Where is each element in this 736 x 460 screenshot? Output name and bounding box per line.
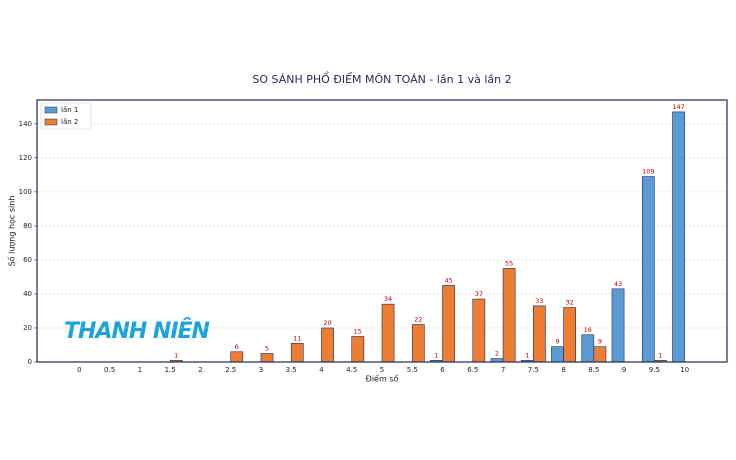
bar xyxy=(581,334,595,363)
value-label: 6 xyxy=(235,343,239,351)
value-label: 1 xyxy=(658,351,662,359)
value-label: 43 xyxy=(614,280,622,288)
y-tick-label: 120 xyxy=(19,154,32,162)
x-tick-label: 3 xyxy=(259,366,263,374)
watermark: THANH NIÊN xyxy=(64,318,210,344)
value-label: 16 xyxy=(584,326,592,334)
x-tick-label: 2.5 xyxy=(225,366,236,374)
x-tick-label: 1 xyxy=(138,366,142,374)
value-label: 32 xyxy=(565,299,573,307)
legend-swatch xyxy=(44,118,58,126)
x-tick-label: 4 xyxy=(319,366,324,374)
value-label: 1 xyxy=(434,351,438,359)
value-label: 109 xyxy=(642,168,654,176)
bar xyxy=(641,176,655,363)
x-tick-label: 4.5 xyxy=(346,366,357,374)
bar xyxy=(260,353,274,363)
legend: lần 1 lần 2 xyxy=(40,102,92,130)
y-tick-label: 60 xyxy=(23,256,32,264)
legend-label: lần 1 xyxy=(61,106,78,114)
x-axis-label: Điểm số xyxy=(366,374,399,384)
y-tick-label: 100 xyxy=(19,188,32,196)
bar xyxy=(472,298,486,363)
bar xyxy=(533,305,546,363)
x-tick-label: 9.5 xyxy=(649,366,660,374)
value-label: 34 xyxy=(384,295,392,303)
chart-title: SO SÁNH PHỔ ĐIỂM MÔN TOÁN - lần 1 và lần… xyxy=(252,71,511,86)
plot-frame xyxy=(36,99,728,363)
legend-swatch xyxy=(44,106,58,114)
value-label: 9 xyxy=(555,338,559,346)
x-tick-label: 8.5 xyxy=(588,366,599,374)
x-tick-label: 2 xyxy=(198,366,202,374)
bar xyxy=(411,324,425,363)
value-label: 33 xyxy=(535,297,543,305)
bar xyxy=(672,111,685,363)
bar xyxy=(593,346,607,363)
y-tick-label: 40 xyxy=(23,290,32,298)
x-tick-label: 1.5 xyxy=(165,366,176,374)
x-tick-label: 8 xyxy=(561,366,565,374)
bar xyxy=(381,303,395,363)
value-label: 55 xyxy=(505,259,513,267)
value-label: 20 xyxy=(323,319,331,327)
y-tick-label: 0 xyxy=(28,358,32,366)
x-tick-label: 0 xyxy=(77,366,81,374)
x-tick-label: 5 xyxy=(380,366,384,374)
y-tick-label: 80 xyxy=(23,222,32,230)
y-axis-label: Số lượng học sinh xyxy=(7,196,17,267)
bar xyxy=(351,336,365,363)
value-label: 1 xyxy=(174,351,178,359)
legend-label: lần 2 xyxy=(61,118,78,126)
bar xyxy=(230,351,244,363)
x-tick-label: 9 xyxy=(622,366,626,374)
x-tick-label: 10 xyxy=(680,366,689,374)
bar xyxy=(290,342,304,363)
value-label: 22 xyxy=(414,316,422,324)
value-label: 2 xyxy=(495,350,499,358)
bar xyxy=(611,288,625,363)
y-tick-label: 140 xyxy=(19,120,32,128)
bar xyxy=(321,327,334,363)
y-tick-label: 20 xyxy=(23,324,32,332)
x-tick-label: 0.5 xyxy=(104,366,115,374)
value-label: 5 xyxy=(265,344,269,352)
value-label: 9 xyxy=(598,338,602,346)
bar xyxy=(551,346,564,363)
x-tick-label: 6 xyxy=(440,366,445,374)
bar xyxy=(502,268,516,363)
value-label: 147 xyxy=(672,103,684,111)
bar xyxy=(442,285,455,363)
value-label: 37 xyxy=(475,290,483,298)
value-label: 1 xyxy=(525,351,529,359)
x-tick-label: 6.5 xyxy=(467,366,478,374)
x-tick-label: 7 xyxy=(501,366,505,374)
x-tick-label: 7.5 xyxy=(528,366,539,374)
value-label: 15 xyxy=(354,327,362,335)
value-label: 11 xyxy=(293,334,301,342)
x-tick-label: 5.5 xyxy=(407,366,418,374)
value-label: 45 xyxy=(444,276,452,284)
bar xyxy=(563,307,576,363)
x-tick-label: 3.5 xyxy=(286,366,297,374)
